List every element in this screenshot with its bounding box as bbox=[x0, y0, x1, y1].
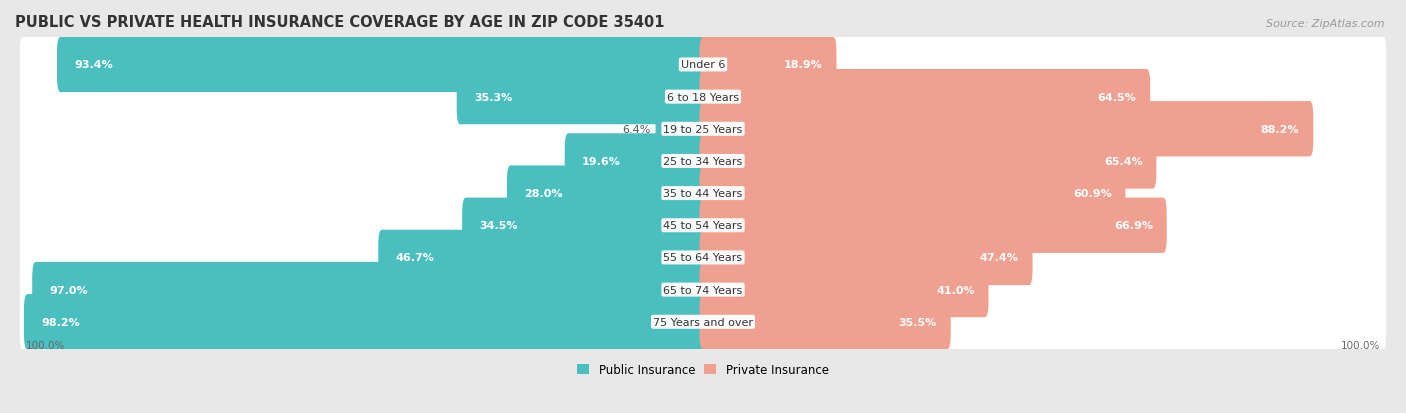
FancyBboxPatch shape bbox=[20, 261, 1386, 319]
Text: 25 to 34 Years: 25 to 34 Years bbox=[664, 157, 742, 166]
FancyBboxPatch shape bbox=[700, 294, 950, 349]
Text: 66.9%: 66.9% bbox=[1114, 221, 1153, 231]
Text: 19.6%: 19.6% bbox=[582, 157, 621, 166]
Text: 60.9%: 60.9% bbox=[1073, 189, 1112, 199]
FancyBboxPatch shape bbox=[20, 133, 1386, 190]
FancyBboxPatch shape bbox=[700, 38, 837, 93]
Text: 41.0%: 41.0% bbox=[936, 285, 974, 295]
Text: 6 to 18 Years: 6 to 18 Years bbox=[666, 93, 740, 102]
FancyBboxPatch shape bbox=[655, 102, 706, 157]
FancyBboxPatch shape bbox=[20, 101, 1386, 158]
Text: 35 to 44 Years: 35 to 44 Years bbox=[664, 189, 742, 199]
FancyBboxPatch shape bbox=[58, 38, 706, 93]
FancyBboxPatch shape bbox=[700, 134, 1156, 189]
FancyBboxPatch shape bbox=[24, 294, 706, 349]
Text: 65 to 74 Years: 65 to 74 Years bbox=[664, 285, 742, 295]
FancyBboxPatch shape bbox=[700, 102, 1313, 157]
FancyBboxPatch shape bbox=[700, 70, 1150, 125]
Text: 19 to 25 Years: 19 to 25 Years bbox=[664, 124, 742, 135]
Text: Source: ZipAtlas.com: Source: ZipAtlas.com bbox=[1267, 19, 1385, 28]
Text: 93.4%: 93.4% bbox=[75, 60, 112, 70]
FancyBboxPatch shape bbox=[700, 166, 1125, 221]
Text: 88.2%: 88.2% bbox=[1261, 124, 1299, 135]
Text: 45 to 54 Years: 45 to 54 Years bbox=[664, 221, 742, 231]
Text: PUBLIC VS PRIVATE HEALTH INSURANCE COVERAGE BY AGE IN ZIP CODE 35401: PUBLIC VS PRIVATE HEALTH INSURANCE COVER… bbox=[15, 15, 665, 30]
FancyBboxPatch shape bbox=[463, 198, 706, 253]
FancyBboxPatch shape bbox=[20, 293, 1386, 351]
Text: 6.4%: 6.4% bbox=[623, 124, 651, 135]
Text: 34.5%: 34.5% bbox=[479, 221, 517, 231]
Text: 55 to 64 Years: 55 to 64 Years bbox=[664, 253, 742, 263]
Text: 28.0%: 28.0% bbox=[524, 189, 562, 199]
FancyBboxPatch shape bbox=[508, 166, 706, 221]
FancyBboxPatch shape bbox=[20, 69, 1386, 126]
Text: 100.0%: 100.0% bbox=[1341, 340, 1381, 350]
Text: 100.0%: 100.0% bbox=[25, 340, 65, 350]
FancyBboxPatch shape bbox=[565, 134, 706, 189]
FancyBboxPatch shape bbox=[700, 198, 1167, 253]
FancyBboxPatch shape bbox=[457, 70, 706, 125]
Text: 65.4%: 65.4% bbox=[1104, 157, 1143, 166]
Text: 18.9%: 18.9% bbox=[785, 60, 823, 70]
Text: 98.2%: 98.2% bbox=[41, 317, 80, 327]
Text: 35.3%: 35.3% bbox=[474, 93, 512, 102]
FancyBboxPatch shape bbox=[700, 262, 988, 318]
Text: 97.0%: 97.0% bbox=[49, 285, 89, 295]
FancyBboxPatch shape bbox=[378, 230, 706, 285]
Text: Under 6: Under 6 bbox=[681, 60, 725, 70]
FancyBboxPatch shape bbox=[20, 229, 1386, 287]
Text: 46.7%: 46.7% bbox=[395, 253, 434, 263]
Text: 35.5%: 35.5% bbox=[898, 317, 936, 327]
FancyBboxPatch shape bbox=[20, 36, 1386, 94]
Text: 47.4%: 47.4% bbox=[980, 253, 1019, 263]
Text: 75 Years and over: 75 Years and over bbox=[652, 317, 754, 327]
FancyBboxPatch shape bbox=[20, 197, 1386, 254]
Legend: Public Insurance, Private Insurance: Public Insurance, Private Insurance bbox=[572, 358, 834, 381]
FancyBboxPatch shape bbox=[700, 230, 1032, 285]
FancyBboxPatch shape bbox=[20, 165, 1386, 223]
Text: 64.5%: 64.5% bbox=[1098, 93, 1136, 102]
FancyBboxPatch shape bbox=[32, 262, 706, 318]
